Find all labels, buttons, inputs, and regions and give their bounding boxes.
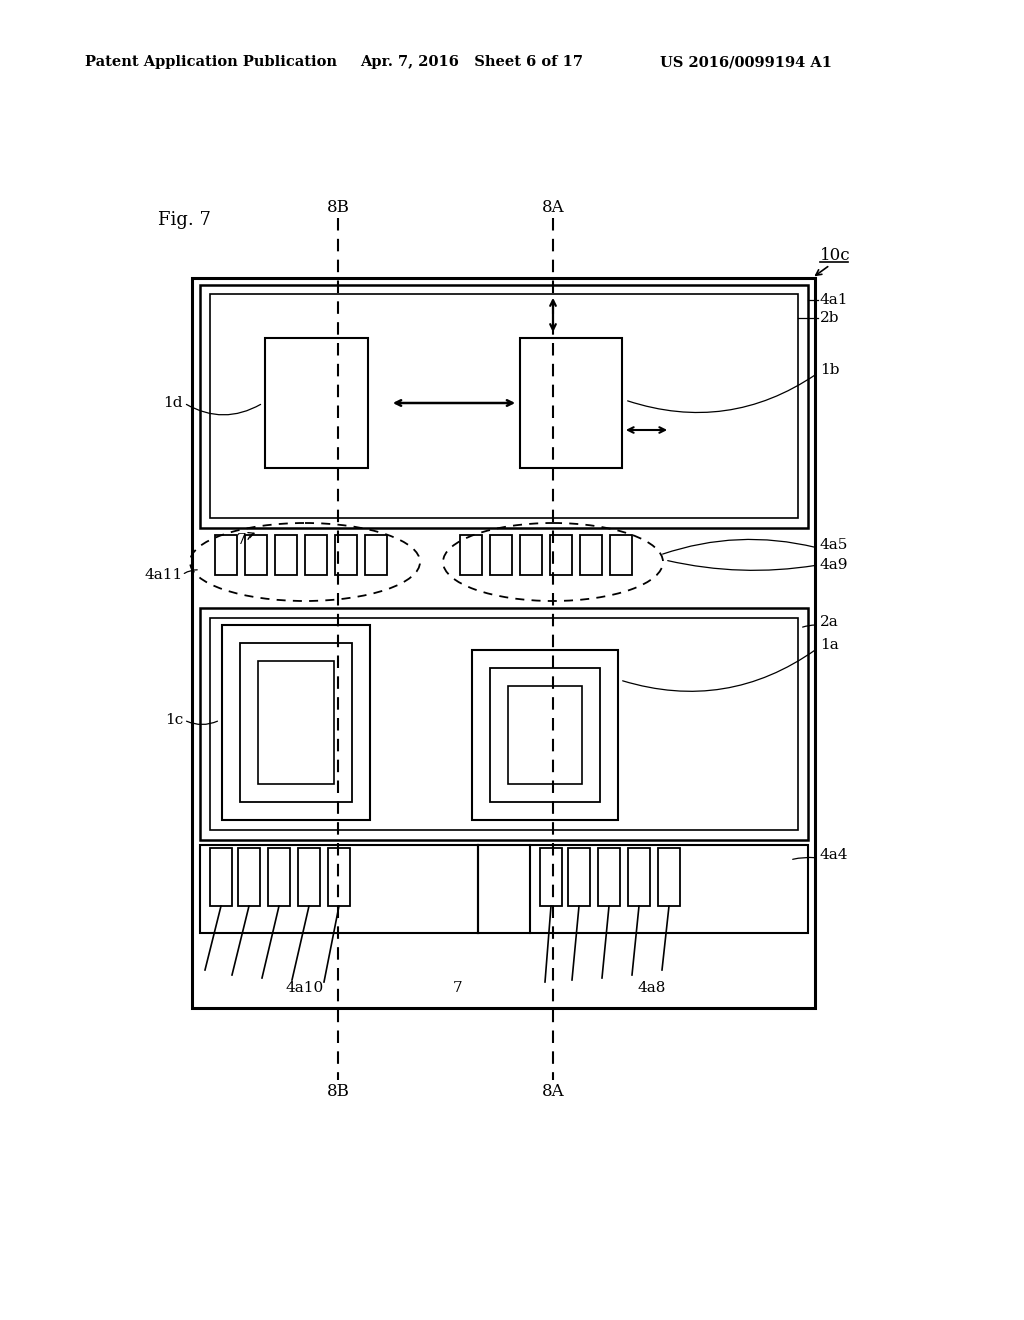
Text: 4a11: 4a11 xyxy=(144,568,183,582)
Text: Patent Application Publication: Patent Application Publication xyxy=(85,55,337,69)
Text: 4a1: 4a1 xyxy=(820,293,849,308)
Text: 4a8: 4a8 xyxy=(638,981,667,995)
Text: 1b: 1b xyxy=(820,363,840,378)
Text: 2b: 2b xyxy=(820,312,840,325)
Text: US 2016/0099194 A1: US 2016/0099194 A1 xyxy=(660,55,831,69)
Text: Fig. 7: Fig. 7 xyxy=(158,211,211,228)
Text: 4a10: 4a10 xyxy=(286,981,325,995)
Text: 2a: 2a xyxy=(820,615,839,630)
Text: 1a: 1a xyxy=(820,638,839,652)
Text: 7: 7 xyxy=(237,533,247,546)
Text: 8A: 8A xyxy=(542,198,564,215)
Text: Apr. 7, 2016   Sheet 6 of 17: Apr. 7, 2016 Sheet 6 of 17 xyxy=(360,55,583,69)
Text: 4a5: 4a5 xyxy=(820,539,848,552)
Text: 8A: 8A xyxy=(542,1084,564,1101)
Text: 4a9: 4a9 xyxy=(820,558,849,572)
Text: 1d: 1d xyxy=(164,396,183,411)
Text: 8B: 8B xyxy=(327,1084,349,1101)
Text: 7: 7 xyxy=(454,981,463,995)
Text: 10c: 10c xyxy=(820,247,851,264)
Text: 1c: 1c xyxy=(165,713,183,727)
Text: 4a4: 4a4 xyxy=(820,847,849,862)
Text: 8B: 8B xyxy=(327,198,349,215)
